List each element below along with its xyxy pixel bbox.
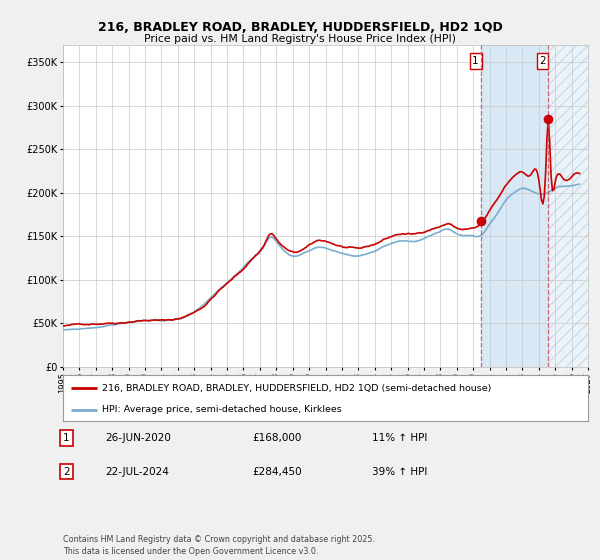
Text: £284,450: £284,450: [252, 466, 302, 477]
Text: 2: 2: [63, 466, 70, 477]
Text: Price paid vs. HM Land Registry's House Price Index (HPI): Price paid vs. HM Land Registry's House …: [144, 34, 456, 44]
Text: 39% ↑ HPI: 39% ↑ HPI: [372, 466, 427, 477]
Text: 11% ↑ HPI: 11% ↑ HPI: [372, 433, 427, 443]
Text: 2: 2: [539, 56, 546, 66]
Bar: [481, 45, 548, 367]
Text: 26-JUN-2020: 26-JUN-2020: [105, 433, 171, 443]
Text: 1: 1: [472, 56, 479, 66]
Text: HPI: Average price, semi-detached house, Kirklees: HPI: Average price, semi-detached house,…: [103, 405, 342, 414]
Text: 216, BRADLEY ROAD, BRADLEY, HUDDERSFIELD, HD2 1QD (semi-detached house): 216, BRADLEY ROAD, BRADLEY, HUDDERSFIELD…: [103, 384, 492, 393]
Bar: [548, 45, 588, 367]
Text: £168,000: £168,000: [252, 433, 301, 443]
Text: Contains HM Land Registry data © Crown copyright and database right 2025.
This d: Contains HM Land Registry data © Crown c…: [63, 535, 375, 556]
Text: 22-JUL-2024: 22-JUL-2024: [105, 466, 169, 477]
Text: 1: 1: [63, 433, 70, 443]
Text: 216, BRADLEY ROAD, BRADLEY, HUDDERSFIELD, HD2 1QD: 216, BRADLEY ROAD, BRADLEY, HUDDERSFIELD…: [98, 21, 502, 34]
